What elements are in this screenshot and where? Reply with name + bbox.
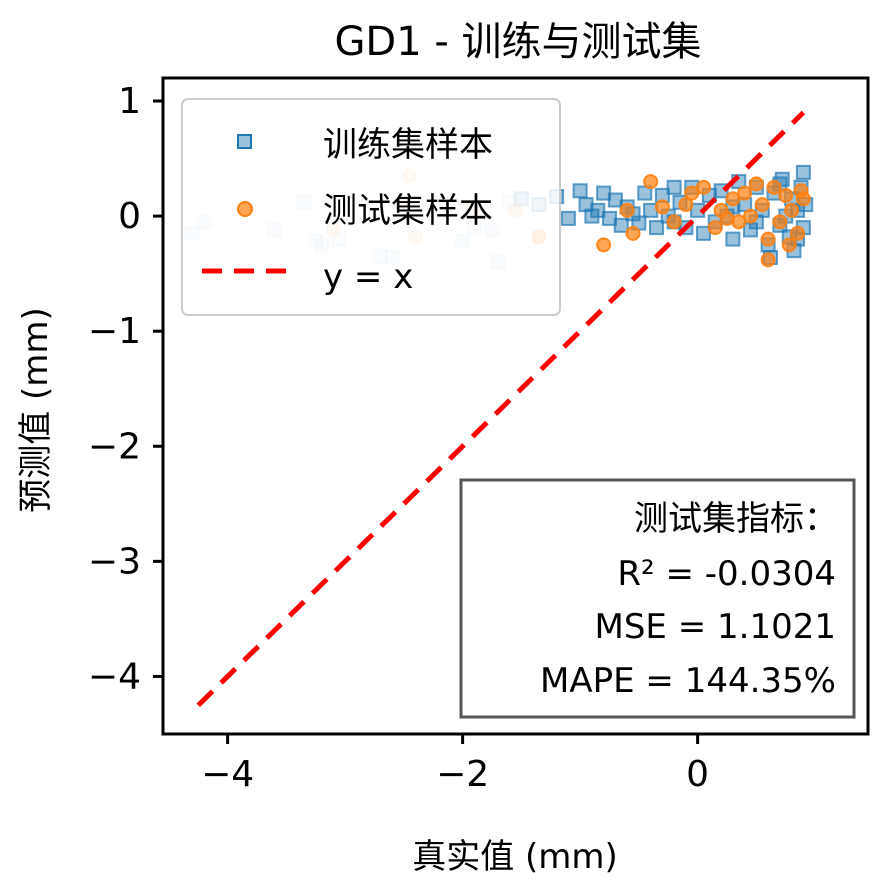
test-point	[784, 202, 800, 218]
train-point	[666, 179, 682, 195]
test-point	[643, 174, 659, 190]
test-point	[596, 237, 612, 253]
legend-label-line: y = x	[323, 257, 413, 297]
metric-mape: MAPE = 144.35%	[540, 661, 836, 701]
test-point	[781, 237, 797, 253]
metric-mse: MSE = 1.1021	[595, 607, 836, 647]
test-point	[625, 225, 641, 241]
y-tick-label: 1	[118, 81, 141, 122]
test-point	[772, 214, 788, 230]
y-tick-label: −4	[88, 656, 141, 697]
test-point	[748, 176, 764, 192]
test-point	[754, 197, 770, 213]
x-axis: −4 −2 0	[201, 734, 709, 795]
x-tick-label: −4	[201, 754, 254, 795]
x-axis-label: 真实值 (mm)	[412, 837, 618, 877]
test-point	[654, 199, 670, 215]
y-tick-label: −1	[88, 311, 141, 352]
train-point	[649, 220, 664, 236]
test-point	[666, 214, 682, 230]
legend: 训练集样本 测试集样本 y = x	[181, 98, 561, 316]
test-point	[719, 210, 735, 226]
series-line-y-equals-x	[196, 110, 806, 708]
train-point	[795, 164, 811, 180]
train-point	[596, 185, 612, 201]
legend-circle-marker-icon	[237, 201, 253, 217]
legend-label-test: 测试集样本	[323, 191, 493, 231]
x-tick-label: −2	[436, 754, 489, 795]
metrics-title: 测试集指标：	[634, 499, 838, 539]
train-point	[696, 225, 711, 241]
test-point	[795, 191, 811, 207]
test-point	[743, 208, 758, 224]
y-tick-label: 0	[118, 196, 141, 237]
x-tick-label: 0	[686, 754, 709, 795]
train-point	[725, 231, 741, 247]
train-point	[613, 217, 629, 233]
test-point	[707, 220, 723, 236]
y-axis-label: 预测值 (mm)	[16, 307, 56, 513]
metrics-box: 测试集指标： R² = -0.0304 MSE = 1.1021 MAPE = …	[459, 478, 856, 719]
test-point	[760, 252, 776, 268]
y-tick-label: −3	[88, 541, 141, 582]
test-point	[725, 191, 741, 207]
legend-label-train: 训练集样本	[323, 125, 493, 165]
metrics-frame	[459, 478, 856, 719]
train-point	[560, 210, 576, 226]
metric-r2: R² = -0.0304	[617, 554, 836, 594]
legend-square-marker-icon	[237, 134, 252, 149]
test-point	[737, 185, 753, 201]
test-point	[790, 225, 805, 241]
test-point	[766, 179, 782, 195]
test-point	[678, 197, 694, 213]
test-point	[684, 185, 700, 201]
train-point	[637, 185, 653, 201]
legend-box	[181, 98, 561, 316]
chart-title: GD1 - 训练与测试集	[334, 19, 701, 65]
train-point	[590, 202, 606, 218]
train-point	[572, 183, 588, 199]
test-point	[696, 179, 711, 195]
test-point	[778, 187, 794, 203]
y-axis: 1 0 −1 −2 −3 −4	[88, 81, 163, 697]
y-tick-label: −2	[88, 426, 141, 467]
test-point	[760, 231, 776, 247]
test-point	[619, 202, 635, 218]
